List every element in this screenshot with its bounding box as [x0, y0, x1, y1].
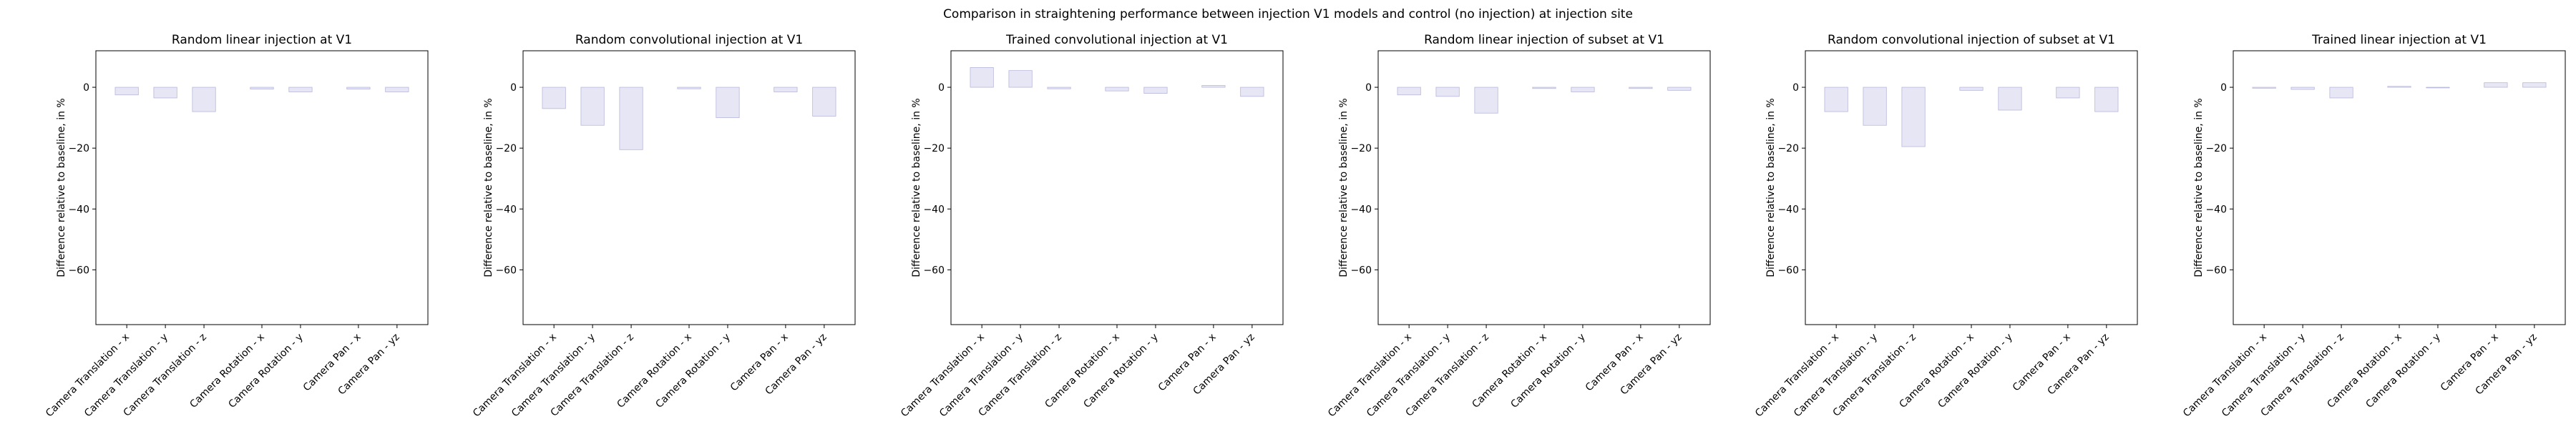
x-tick-label: Camera Rotation - y	[1081, 332, 1160, 410]
bar-1	[542, 87, 566, 109]
bar-7	[1667, 87, 1692, 91]
bar-3	[619, 87, 643, 150]
bar-2	[1008, 70, 1033, 88]
y-tick-label: −40	[1777, 204, 1799, 215]
axes-frame	[2233, 50, 2566, 325]
y-tick-label: 0	[510, 82, 517, 94]
y-axis-label: Difference relative to baseline, in %	[2193, 98, 2205, 277]
bar-6	[1629, 87, 1653, 89]
bar-7	[2094, 87, 2119, 112]
y-tick-label: 0	[1792, 82, 1799, 94]
bar-1	[1397, 87, 1421, 96]
bar-4	[1532, 87, 1556, 89]
bar-3	[1901, 87, 1926, 147]
x-tick-label: Camera Rotation - y	[1936, 332, 2014, 410]
y-tick-label: −60	[495, 265, 517, 276]
bar-6	[774, 87, 798, 92]
bar-7	[812, 87, 836, 117]
bar-5	[1571, 87, 1595, 92]
chart-title: Random convolutional injection at V1	[575, 33, 803, 47]
x-tick-label: Camera Rotation - y	[1508, 332, 1587, 410]
bar-1	[2252, 87, 2276, 89]
bar-1	[114, 87, 139, 96]
bar-3	[2329, 87, 2353, 99]
chart-title: Random linear injection of subset at V1	[1424, 33, 1664, 47]
bar-5	[1998, 87, 2022, 111]
y-tick-label: −60	[1777, 265, 1799, 276]
bar-1	[1824, 87, 1848, 112]
bar-7	[1240, 87, 1264, 97]
bar-6	[346, 87, 371, 90]
y-tick-label: −20	[68, 143, 89, 154]
y-tick-label: 0	[938, 82, 945, 94]
y-tick-label: −60	[2205, 265, 2227, 276]
bar-7	[2522, 82, 2547, 88]
chart-title: Random linear injection at V1	[172, 33, 352, 47]
y-tick-label: −40	[2205, 204, 2227, 215]
bar-1	[970, 67, 994, 88]
bar-2	[2290, 87, 2315, 90]
bar-2	[1863, 87, 1887, 126]
y-tick-label: −40	[495, 204, 517, 215]
y-tick-label: −20	[1777, 143, 1799, 154]
y-tick-label: 0	[83, 82, 89, 94]
bar-5	[716, 87, 740, 119]
bar-3	[1474, 87, 1498, 114]
bar-6	[2484, 82, 2508, 88]
y-tick-label: −40	[68, 204, 89, 215]
y-tick-label: 0	[1365, 82, 1372, 94]
bar-6	[1201, 85, 1226, 88]
bar-3	[192, 87, 216, 112]
bar-2	[1435, 87, 1460, 97]
x-tick-label: Camera Rotation - y	[2363, 332, 2442, 410]
axes-frame	[1805, 50, 2138, 325]
bar-5	[288, 87, 313, 92]
chart-title: Trained linear injection at V1	[2311, 33, 2487, 47]
figure-title: Comparison in straightening performance …	[943, 7, 1633, 21]
axes-frame	[950, 50, 1284, 325]
bar-3	[1047, 87, 1071, 89]
y-axis-label: Difference relative to baseline, in %	[483, 98, 494, 277]
chart-title: Random convolutional injection of subset…	[1828, 33, 2115, 47]
x-tick-label: Camera Rotation - y	[226, 332, 305, 410]
y-tick-label: −40	[1350, 204, 1372, 215]
y-tick-label: −60	[1350, 265, 1372, 276]
y-axis-label: Difference relative to baseline, in %	[1338, 98, 1350, 277]
bar-4	[1959, 87, 1984, 91]
y-tick-label: −20	[923, 143, 945, 154]
y-tick-label: −60	[68, 265, 89, 276]
axes-frame	[1377, 50, 1711, 325]
y-tick-label: −40	[923, 204, 945, 215]
axes-frame	[522, 50, 856, 325]
bar-7	[385, 87, 409, 92]
bar-6	[2056, 87, 2080, 99]
y-tick-label: −20	[495, 143, 517, 154]
bar-4	[677, 87, 701, 89]
chart-title: Trained convolutional injection at V1	[1005, 33, 1228, 47]
bar-4	[250, 87, 274, 90]
x-tick-label: Camera Rotation - y	[653, 332, 732, 410]
bar-2	[580, 87, 605, 126]
bar-5	[2426, 87, 2450, 89]
bar-4	[1105, 87, 1129, 92]
y-axis-label: Difference relative to baseline, in %	[911, 98, 922, 277]
y-tick-label: −20	[2205, 143, 2227, 154]
y-tick-label: −20	[1350, 143, 1372, 154]
y-tick-label: −60	[923, 265, 945, 276]
y-tick-label: 0	[2220, 82, 2227, 94]
y-axis-label: Difference relative to baseline, in %	[56, 98, 67, 277]
bar-2	[153, 87, 177, 99]
bar-5	[1143, 87, 1168, 94]
y-axis-label: Difference relative to baseline, in %	[1765, 98, 1777, 277]
axes-frame	[95, 50, 429, 325]
